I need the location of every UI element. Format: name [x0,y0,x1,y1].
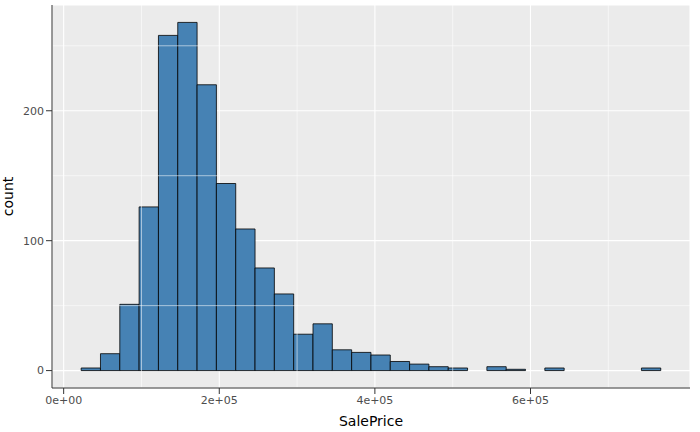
svg-text:200: 200 [23,105,44,118]
svg-text:6e+05: 6e+05 [512,394,549,407]
svg-text:4e+05: 4e+05 [356,394,393,407]
svg-text:count: count [8,176,16,216]
svg-text:100: 100 [23,235,44,248]
svg-text:0: 0 [37,364,44,377]
svg-text:0e+00: 0e+00 [45,394,82,407]
svg-text:SalePrice: SalePrice [339,413,403,429]
svg-text:2e+05: 2e+05 [201,394,238,407]
